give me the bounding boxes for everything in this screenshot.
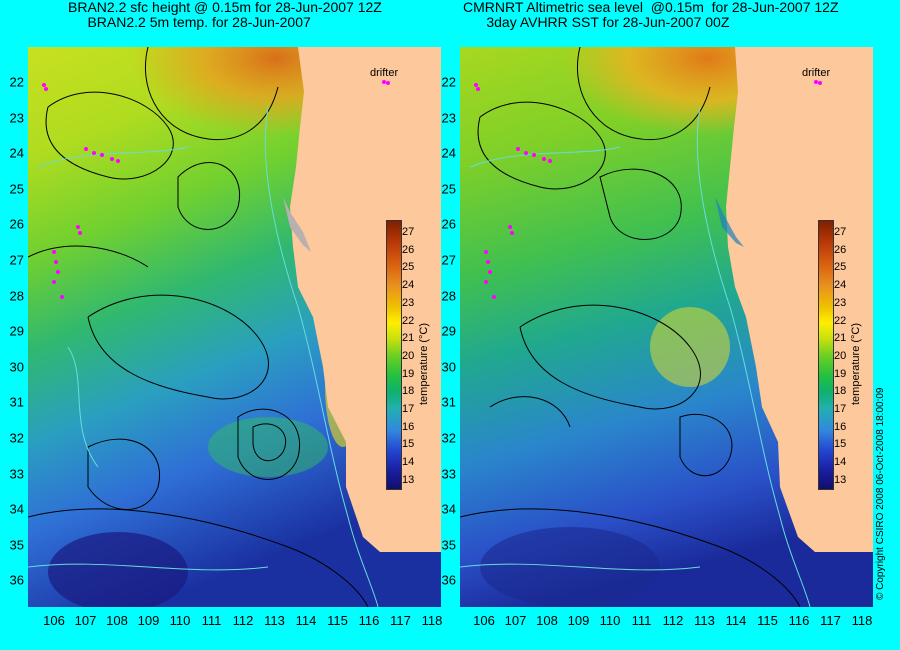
colorbar-tick-left-14: 14	[402, 456, 415, 469]
colorbar-tick-left-27: 27	[402, 226, 415, 238]
lat-tick-left-30: 30	[9, 359, 24, 375]
colorbar-tick-right-21: 21	[834, 332, 847, 345]
lat-tick-right-23: 23	[441, 110, 456, 126]
lon-tick-left-111: 111	[201, 613, 222, 628]
lon-tick-left-114: 114	[295, 613, 317, 628]
lon-tick-left-107: 107	[74, 613, 97, 628]
lat-tick-left-32: 32	[9, 430, 24, 446]
colorbar-tick-right-13: 13	[834, 473, 847, 486]
lat-tick-left-29: 29	[9, 323, 24, 339]
colorbar-tick-left-21: 21	[402, 332, 415, 345]
lon-tick-right-108: 108	[536, 613, 558, 628]
colorbar-tick-right-17: 17	[834, 403, 847, 415]
lat-tick-right-35: 35	[441, 537, 456, 553]
lat-tick-left-22: 22	[9, 74, 24, 90]
temperature-colorbar-left	[386, 220, 402, 490]
colorbar-tick-right-20: 20	[834, 349, 847, 362]
lon-tick-right-116: 116	[788, 613, 810, 628]
lon-tick-left-112: 112	[232, 613, 254, 628]
lon-tick-right-117: 117	[820, 613, 841, 628]
colorbar-tick-left-23: 23	[402, 296, 415, 309]
lat-tick-right-36: 36	[441, 572, 456, 588]
lat-tick-right-31: 31	[441, 394, 456, 410]
lat-tick-right-24: 24	[441, 145, 456, 161]
lat-tick-left-35: 35	[9, 537, 24, 553]
lat-tick-right-30: 30	[441, 359, 456, 375]
colorbar-tick-right-26: 26	[834, 243, 847, 256]
lon-tick-left-116: 116	[358, 613, 380, 628]
lon-tick-right-115: 115	[757, 613, 778, 628]
temperature-colorbar-right	[818, 220, 834, 490]
lat-tick-left-24: 24	[9, 145, 24, 161]
lat-tick-right-33: 33	[441, 466, 456, 482]
lat-tick-left-36: 36	[9, 572, 24, 588]
left-panel-title: BRAN2.2 sfc height @ 0.15m for 28-Jun-20…	[68, 0, 382, 30]
lat-tick-right-25: 25	[441, 181, 456, 197]
colorbar-tick-left-13: 13	[402, 473, 415, 486]
colorbar-tick-left-24: 24	[402, 279, 415, 292]
lat-tick-right-34: 34	[441, 501, 456, 517]
lat-tick-left-34: 34	[9, 501, 24, 517]
lon-tick-right-109: 109	[567, 613, 590, 628]
lon-tick-left-115: 115	[327, 613, 348, 628]
drifter-legend-label-right: drifter	[802, 67, 831, 79]
colorbar-tick-left-17: 17	[402, 403, 415, 415]
colorbar-tick-left-22: 22	[402, 314, 415, 327]
colorbar-tick-right-16: 16	[834, 420, 847, 433]
left-map-panel	[28, 47, 441, 607]
lon-tick-left-113: 113	[264, 613, 285, 628]
colorbar-tick-right-24: 24	[834, 279, 847, 292]
colorbar-tick-right-27: 27	[834, 226, 847, 238]
colorbar-tick-left-15: 15	[402, 438, 415, 451]
colorbar-tick-left-18: 18	[402, 385, 415, 398]
lon-tick-right-106: 106	[473, 613, 495, 628]
lat-tick-left-28: 28	[9, 288, 24, 304]
right-map-panel	[460, 47, 873, 607]
lon-tick-right-113: 113	[694, 613, 715, 628]
lon-tick-left-110: 110	[169, 613, 191, 628]
colorbar-tick-right-18: 18	[834, 385, 847, 398]
lon-tick-right-111: 111	[631, 613, 652, 628]
lat-tick-left-31: 31	[9, 394, 24, 410]
lon-tick-right-114: 114	[725, 613, 747, 628]
lon-tick-right-107: 107	[504, 613, 527, 628]
colorbar-label-right: temperature (°C)	[850, 322, 862, 405]
lon-tick-left-109: 109	[137, 613, 160, 628]
colorbar-tick-right-19: 19	[834, 367, 847, 380]
colorbar-label-left: temperature (°C)	[418, 322, 430, 405]
drifter-legend-label-left: drifter	[370, 67, 399, 79]
colorbar-tick-right-23: 23	[834, 296, 847, 309]
colorbar-tick-right-25: 25	[834, 261, 847, 274]
copyright-notice: © Copyright CSIRO 2008 06-Oct-2008 18:00…	[875, 387, 886, 601]
lat-tick-left-27: 27	[9, 252, 24, 268]
colorbar-tick-left-25: 25	[402, 261, 415, 274]
left-map-graphic	[28, 47, 441, 607]
lon-tick-right-112: 112	[662, 613, 684, 628]
lat-tick-right-26: 26	[441, 216, 456, 232]
lon-tick-left-118: 118	[421, 613, 443, 628]
colorbar-tick-right-22: 22	[834, 314, 847, 327]
lat-tick-left-33: 33	[9, 466, 24, 482]
lon-tick-left-108: 108	[106, 613, 128, 628]
lat-tick-right-28: 28	[441, 288, 456, 304]
colorbar-tick-right-15: 15	[834, 438, 847, 451]
colorbar-tick-left-26: 26	[402, 243, 415, 256]
colorbar-tick-left-19: 19	[402, 367, 415, 380]
lat-tick-left-25: 25	[9, 181, 24, 197]
lat-tick-right-29: 29	[441, 323, 456, 339]
lon-tick-right-110: 110	[599, 613, 621, 628]
lat-tick-left-26: 26	[9, 216, 24, 232]
colorbar-tick-left-16: 16	[402, 420, 415, 433]
lat-tick-right-32: 32	[441, 430, 456, 446]
right-map-graphic	[460, 47, 873, 607]
lon-tick-left-106: 106	[43, 613, 65, 628]
lon-tick-right-118: 118	[851, 613, 873, 628]
lat-tick-left-23: 23	[9, 110, 24, 126]
lon-tick-left-117: 117	[390, 613, 411, 628]
lat-tick-right-27: 27	[441, 252, 456, 268]
colorbar-tick-left-20: 20	[402, 349, 415, 362]
colorbar-tick-right-14: 14	[834, 456, 847, 469]
lat-tick-right-22: 22	[441, 74, 456, 90]
right-panel-title: CMRNRT Altimetric sea level @0.15m for 2…	[463, 0, 839, 30]
